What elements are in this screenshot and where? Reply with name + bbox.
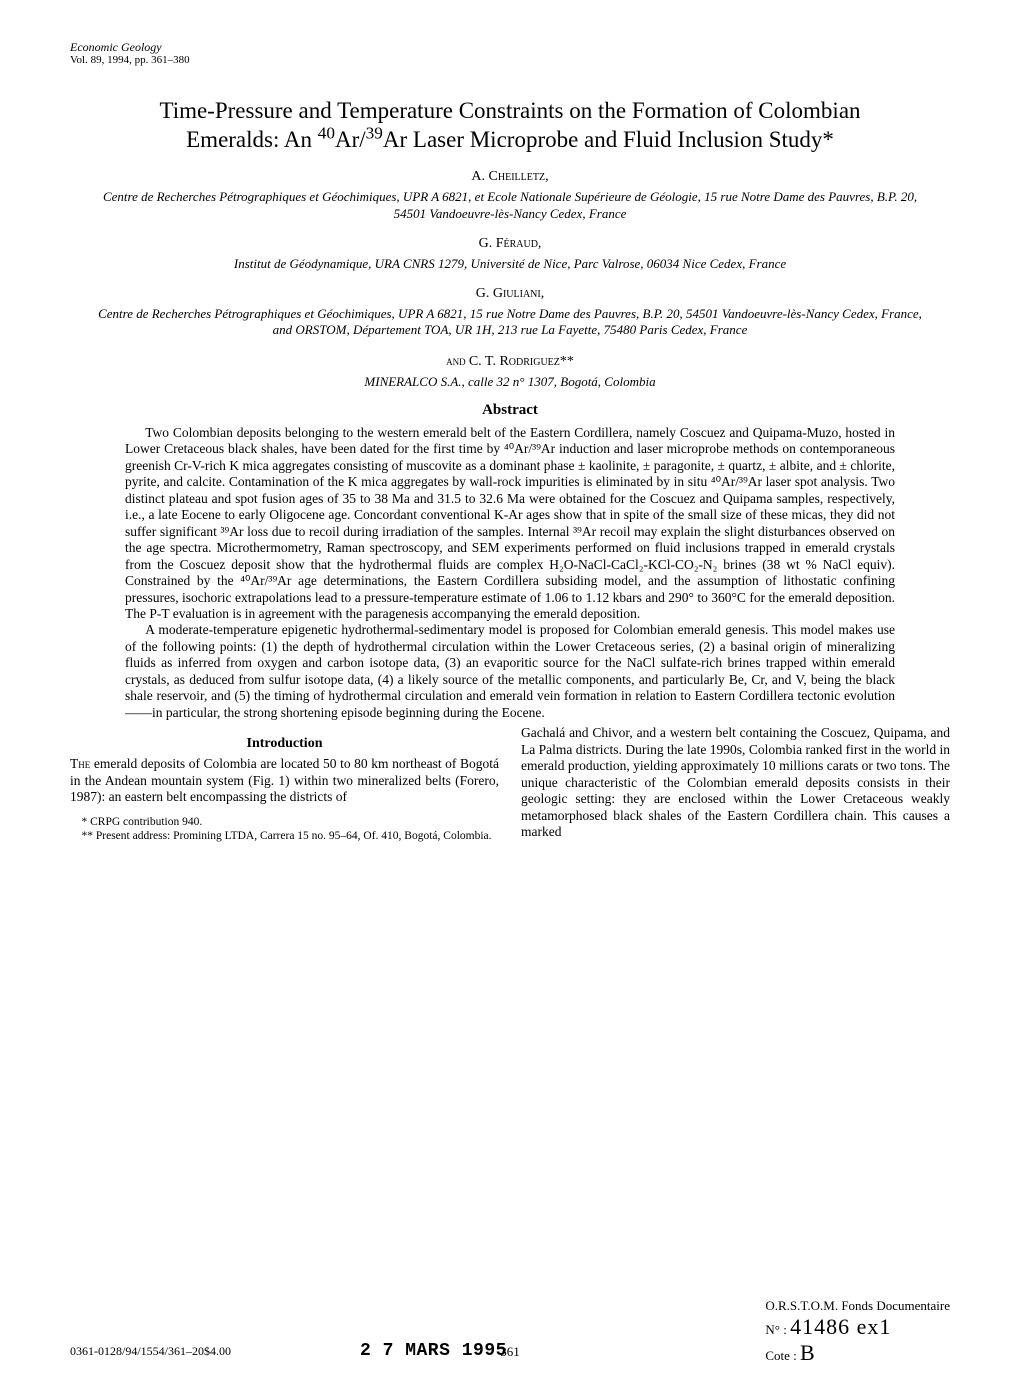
catalog-cote-label: Cote : [765,1348,796,1363]
catalog-no-label: N° : [765,1322,786,1337]
title-line2-pre: Emeralds: An [186,127,318,152]
article-title: Time-Pressure and Temperature Constraint… [70,96,950,156]
catalog-cote-value: B [800,1340,816,1365]
right-column: Gachalá and Chivor, and a western belt c… [521,725,950,843]
footer: 0361-0128/94/1554/361–20$4.00 361 2 7 MA… [70,1344,950,1359]
affil-4: MINERALCO S.A., calle 32 n° 1307, Bogotá… [70,374,950,390]
journal-citation: Vol. 89, 1994, pp. 361–380 [70,54,950,67]
catalog-cote-row: Cote : B [765,1340,950,1365]
intro-left-rest: emerald deposits of Colombia are located… [70,756,499,804]
affil-1: Centre de Recherches Pétrographiques et … [70,189,950,222]
title-sup-39: 39 [366,124,383,143]
affil-2: Institut de Géodynamique, URA CNRS 1279,… [70,256,950,272]
catalog-number-row: N° : 41486 ex1 [765,1314,950,1339]
title-line2-mid: Ar/ [335,127,366,152]
title-line1: Time-Pressure and Temperature Constraint… [159,98,860,123]
intro-left-paragraph: The emerald deposits of Colombia are loc… [70,756,499,805]
left-column: Introduction The emerald deposits of Col… [70,725,499,843]
author-1: A. Cheilletz, [70,169,950,185]
catalog-org: O.R.S.T.O.M. Fonds Documentaire [765,1299,950,1314]
body-columns: Introduction The emerald deposits of Col… [70,725,950,843]
journal-name: Economic Geology [70,40,950,54]
abstract-p2: A moderate-temperature epigenetic hydrot… [125,622,895,721]
abstract-heading: Abstract [70,402,950,419]
author-4: and C. T. Rodriguez** [70,353,950,370]
footnotes: * CRPG contribution 940. ** Present addr… [70,816,499,844]
abstract-p1: Two Colombian deposits belonging to the … [125,425,895,623]
and-word: and [446,353,469,368]
author-2: G. Féraud, [70,236,950,252]
page: Economic Geology Vol. 89, 1994, pp. 361–… [0,0,1020,1383]
date-stamp: 2 7 MARS 1995 [360,1341,507,1361]
issn-code: 0361-0128/94/1554/361–20$4.00 [70,1344,231,1359]
footnote-1: * CRPG contribution 940. [70,816,499,830]
footnote-2: ** Present address: Promining LTDA, Carr… [70,830,499,844]
intro-lead-word: The [70,756,90,771]
catalog-stamp: O.R.S.T.O.M. Fonds Documentaire N° : 414… [765,1299,950,1365]
abstract-body: Two Colombian deposits belonging to the … [125,425,895,721]
title-sup-40: 40 [318,124,335,143]
affil-3: Centre de Recherches Pétrographiques et … [70,306,950,339]
intro-right-paragraph: Gachalá and Chivor, and a western belt c… [521,725,950,840]
title-line2-post: Ar Laser Microprobe and Fluid Inclusion … [383,127,834,152]
catalog-no-value: 41486 ex1 [790,1314,891,1339]
author-3: G. Giuliani, [70,286,950,302]
author-4-name: C. T. Rodriguez** [469,354,574,369]
intro-heading: Introduction [70,735,499,752]
journal-header: Economic Geology Vol. 89, 1994, pp. 361–… [70,40,950,68]
